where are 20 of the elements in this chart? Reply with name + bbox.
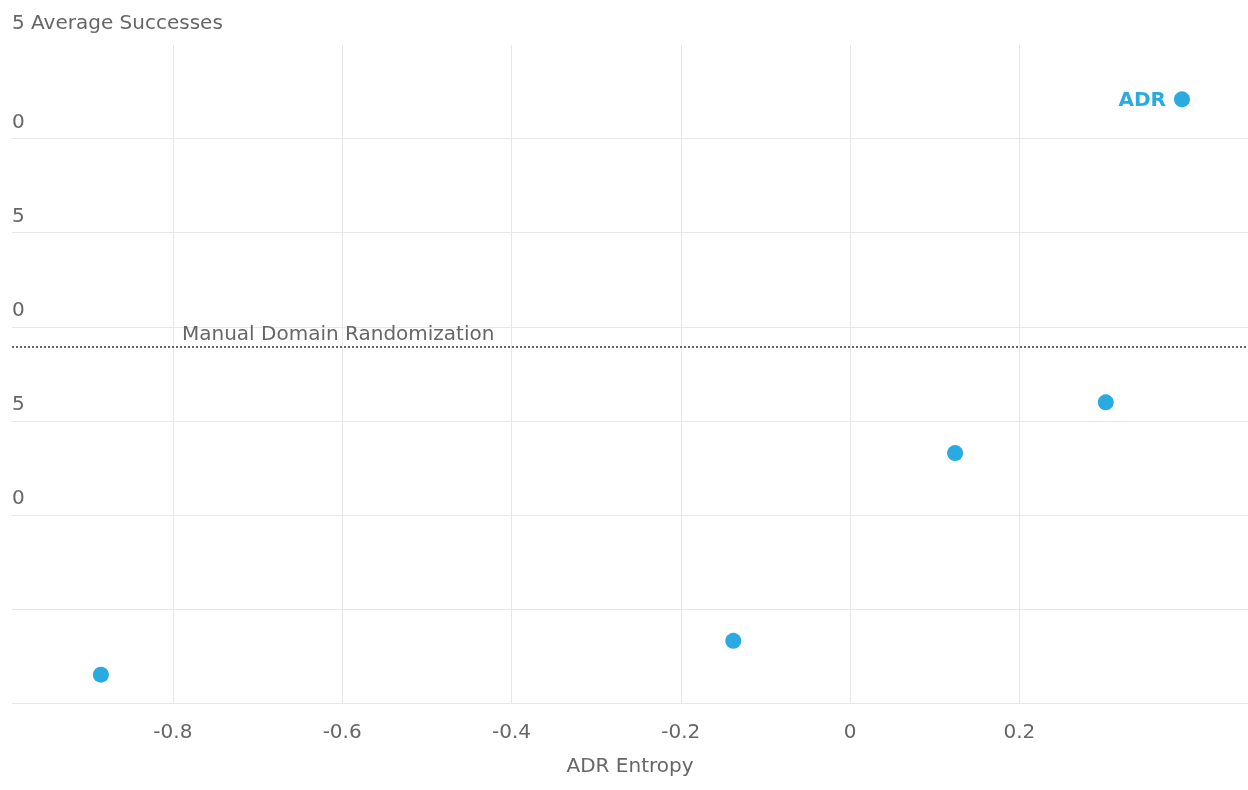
point bbox=[725, 632, 742, 649]
x-axis-title: ADR Entropy bbox=[566, 753, 694, 777]
x-tick-label: -0.4 bbox=[491, 719, 531, 743]
annotation: 5 bbox=[12, 202, 25, 227]
y-axis-title: 5 Average Successes bbox=[12, 10, 223, 34]
x-tick-label: -0.8 bbox=[153, 719, 193, 743]
annotation: 0 bbox=[12, 296, 25, 321]
x-tick-label: -0.2 bbox=[661, 719, 701, 743]
x-tick-label: -0.6 bbox=[322, 719, 362, 743]
annotation: 0 bbox=[12, 108, 25, 133]
point bbox=[947, 445, 964, 462]
ref-line-label: Manual Domain Randomization bbox=[182, 320, 495, 345]
point bbox=[1173, 91, 1190, 108]
annotation: 0 bbox=[12, 484, 25, 509]
x-tick-label: 0.2 bbox=[1003, 719, 1036, 743]
annotation: ADR bbox=[1118, 87, 1166, 112]
point bbox=[92, 666, 109, 683]
point bbox=[1097, 394, 1114, 411]
annotation: 5 bbox=[12, 390, 25, 415]
x-tick-label: 0 bbox=[843, 719, 857, 743]
